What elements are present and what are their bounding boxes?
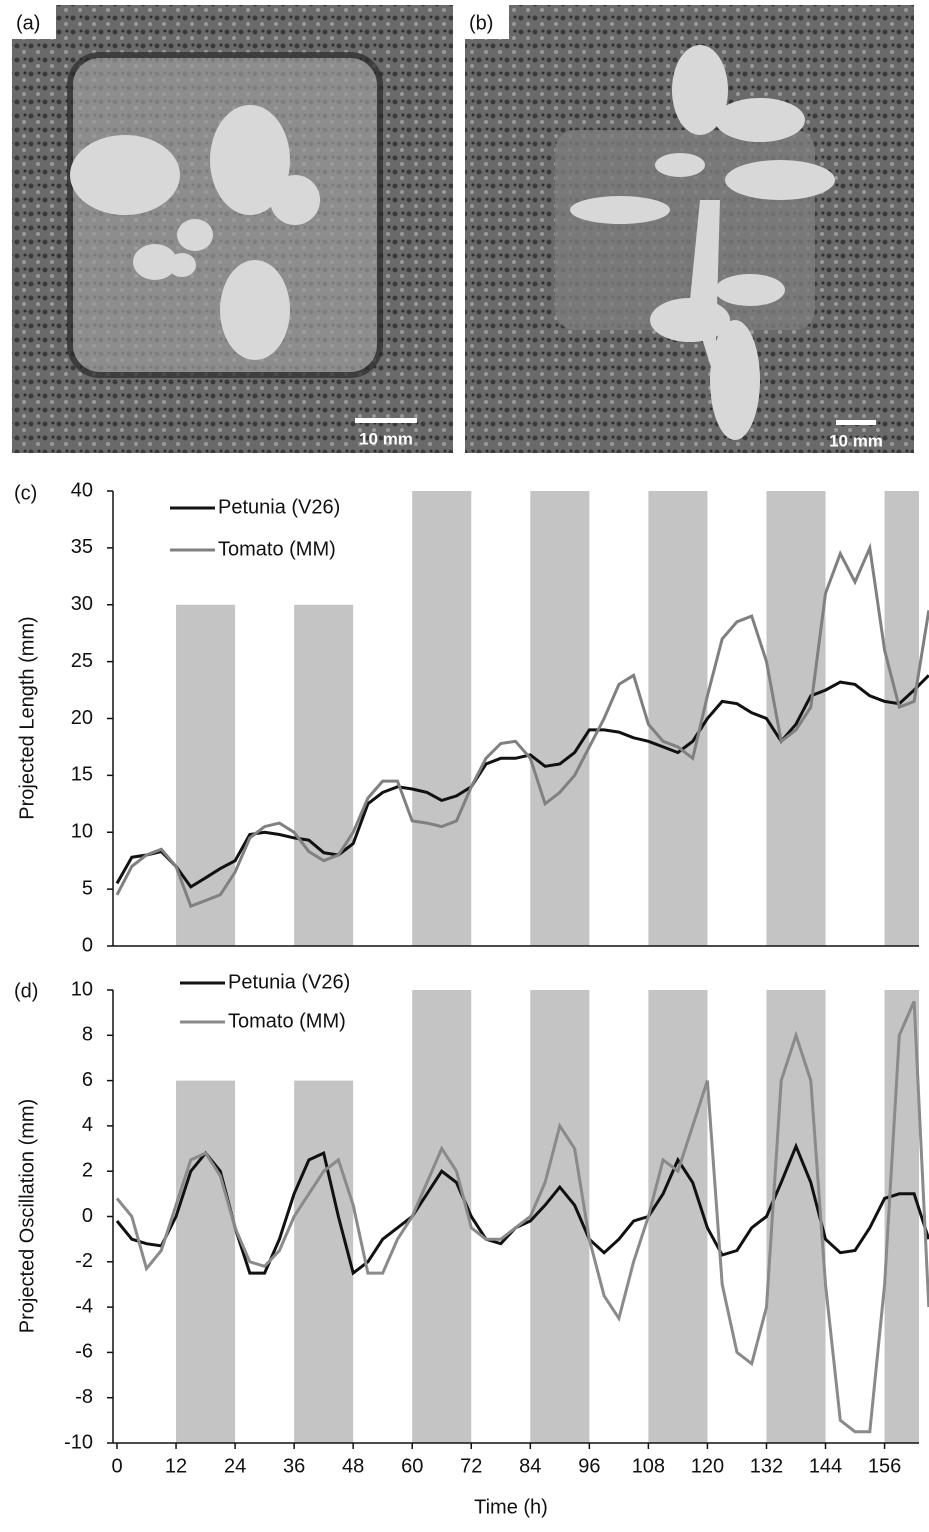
photo-a: 10 mm (a) (12, 5, 453, 453)
x-tick-label: 84 (519, 1455, 541, 1477)
x-tick-label: 108 (632, 1455, 665, 1477)
y-tick-label: 40 (71, 479, 93, 501)
night-band (648, 491, 708, 946)
panel-label: (d) (14, 980, 38, 1002)
scale-bar-label: 10 mm (829, 431, 883, 450)
y-tick-label: 0 (82, 934, 93, 956)
night-band (294, 1080, 354, 1443)
y-tick-label: 15 (71, 764, 93, 786)
scale-bar-label: 10 mm (359, 429, 413, 448)
y-tick-label: 2 (82, 1159, 93, 1181)
x-tick-label: 132 (750, 1455, 783, 1477)
x-axis-label: Time (h) (474, 1496, 548, 1518)
y-tick-label: 20 (71, 707, 93, 729)
y-tick-label: -8 (75, 1386, 93, 1408)
x-tick-label: 48 (342, 1455, 364, 1477)
legend-label: Petunia (V26) (218, 496, 340, 518)
night-band (176, 1080, 236, 1443)
panel-label: (c) (14, 482, 37, 504)
y-tick-label: 10 (71, 978, 93, 1000)
x-tick-label: 120 (691, 1455, 724, 1477)
night-band (176, 604, 236, 946)
y-tick-label: 4 (82, 1114, 93, 1136)
y-tick-label: -4 (75, 1295, 93, 1317)
x-tick-label: 0 (111, 1455, 122, 1477)
y-axis-label: Projected Length (mm) (16, 616, 38, 819)
night-band (884, 990, 919, 1443)
x-tick-label: 156 (868, 1455, 901, 1477)
y-tick-label: 10 (71, 821, 93, 843)
x-tick-label: 96 (578, 1455, 600, 1477)
legend-label: Tomato (MM) (228, 1010, 346, 1032)
night-band (766, 990, 826, 1443)
legend-label: Petunia (V26) (228, 971, 350, 993)
x-tick-label: 36 (283, 1455, 305, 1477)
night-band (884, 491, 919, 946)
y-tick-label: 8 (82, 1024, 93, 1046)
y-tick-label: -2 (75, 1250, 93, 1272)
legend-label: Tomato (MM) (218, 538, 336, 560)
photo-b: 10 mm (b) (465, 5, 914, 453)
y-axis-label: Projected Oscillation (mm) (16, 1099, 38, 1334)
night-band (294, 604, 354, 946)
y-tick-label: 5 (82, 877, 93, 899)
x-tick-label: 12 (165, 1455, 187, 1477)
x-tick-label: 24 (224, 1455, 246, 1477)
y-tick-label: 25 (71, 650, 93, 672)
x-tick-label: 144 (809, 1455, 842, 1477)
night-band (412, 491, 472, 946)
night-band (648, 990, 708, 1443)
night-band (766, 491, 826, 946)
night-band (530, 491, 590, 946)
y-tick-label: 0 (82, 1205, 93, 1227)
night-band (412, 990, 472, 1443)
panel-label: (a) (16, 12, 40, 34)
series-line (115, 1000, 929, 1434)
y-tick-label: 6 (82, 1069, 93, 1091)
series-line (115, 1142, 929, 1276)
y-tick-label: -6 (75, 1341, 93, 1363)
series-line (115, 542, 929, 909)
y-tick-label: 30 (71, 593, 93, 615)
x-tick-label: 60 (401, 1455, 423, 1477)
panel-label: (b) (469, 12, 493, 34)
x-tick-label: 72 (460, 1455, 482, 1477)
y-tick-label: 35 (71, 536, 93, 558)
y-tick-label: -10 (64, 1431, 93, 1453)
